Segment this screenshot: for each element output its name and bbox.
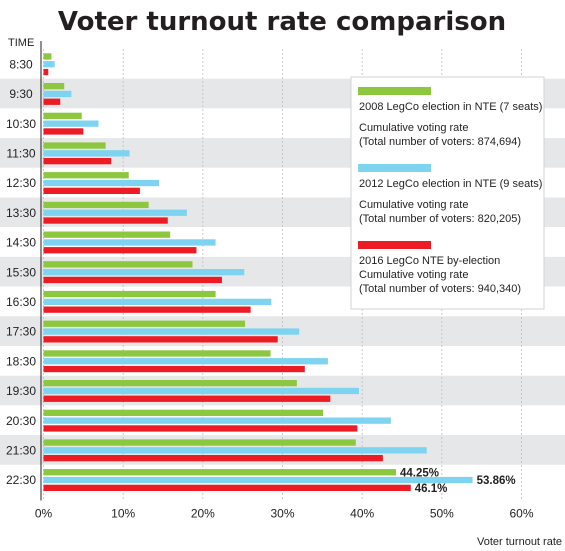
bar (43, 98, 61, 105)
time-label: 11:30 (6, 146, 35, 160)
bar (43, 112, 82, 119)
time-label: 13:30 (6, 206, 36, 220)
data-label: 53.86% (477, 475, 516, 487)
bar (43, 90, 72, 98)
bar (43, 409, 324, 416)
bar (43, 358, 328, 365)
bar (43, 261, 193, 268)
data-labels: 44.25% 53.86% 46.1% (400, 467, 516, 495)
bar (43, 476, 473, 484)
bar (43, 336, 278, 343)
bar (43, 365, 305, 373)
bar (43, 53, 52, 60)
legend-note: (Total number of voters: 874,694) (359, 136, 521, 148)
time-label: 12:30 (6, 176, 36, 190)
bar (43, 469, 397, 476)
bar (43, 158, 112, 165)
bar (43, 387, 359, 395)
bar (43, 417, 391, 424)
bar (43, 61, 55, 68)
legend-swatch (358, 164, 431, 172)
bar (43, 128, 84, 135)
time-label: 21:30 (6, 443, 36, 457)
time-label: 9:30 (9, 87, 33, 101)
y-axis-label: TIME (8, 37, 34, 49)
x-axis-label: Voter turnout rate (477, 536, 562, 548)
x-tick-label: 60% (509, 507, 533, 521)
bar (43, 290, 216, 298)
bar (43, 276, 222, 284)
legend-swatch (358, 87, 431, 95)
time-label: 18:30 (6, 354, 36, 368)
bar (43, 142, 106, 149)
bar (43, 217, 168, 224)
bar (43, 328, 300, 335)
x-tick-labels: 0% 10% 20% 30% 40% 50% 60% (35, 507, 534, 521)
legend-note: Cumulative voting rate (359, 122, 468, 134)
time-labels: 8:30 9:30 10:30 11:30 12:30 13:30 14:30 15:30 16… (6, 57, 36, 487)
legend-note: Cumulative voting rate (359, 269, 468, 281)
bar (43, 201, 149, 209)
bar (43, 231, 171, 238)
bar (43, 187, 140, 194)
legend: 2008 LegCo election in NTE (7 seats) Cumu… (350, 76, 545, 310)
data-label: 44.25% (400, 467, 439, 479)
time-label: 20:30 (6, 414, 36, 428)
legend-note: Cumulative voting rate (359, 199, 468, 211)
legend-series-name: 2012 LegCo election in NTE (9 seats) (359, 178, 542, 190)
bar (43, 439, 356, 446)
chart-title: Voter turnout rate comparison (58, 7, 506, 37)
bar (43, 395, 331, 402)
time-label: 16:30 (6, 295, 36, 309)
legend-series-name: 2008 LegCo election in NTE (7 seats) (359, 101, 542, 113)
time-label: 8:30 (9, 57, 33, 71)
bar (43, 298, 272, 305)
bars (43, 53, 473, 491)
legend-swatch (358, 241, 431, 249)
time-label: 10:30 (6, 117, 36, 131)
bar (43, 68, 49, 76)
bar (43, 209, 187, 216)
bar (43, 83, 65, 90)
bar (43, 120, 99, 127)
bar (43, 350, 271, 357)
time-label: 19:30 (6, 384, 36, 398)
bar (43, 150, 130, 157)
time-label: 17:30 (6, 325, 36, 339)
x-tick-label: 30% (270, 507, 294, 521)
x-tick-label: 50% (430, 507, 454, 521)
bar (43, 172, 129, 179)
time-label: 15:30 (6, 265, 36, 279)
bar (43, 447, 427, 454)
bar (43, 320, 246, 327)
bar (43, 455, 383, 462)
time-label: 14:30 (6, 236, 36, 250)
bar (43, 380, 297, 387)
x-tick-label: 0% (35, 507, 53, 521)
bar (43, 306, 251, 313)
x-tick-label: 20% (191, 507, 215, 521)
bar (43, 484, 411, 491)
bar (43, 269, 245, 276)
x-tick-label: 10% (111, 507, 135, 521)
legend-note: (Total number of voters: 820,205) (359, 213, 521, 225)
data-label: 46.1% (415, 483, 448, 495)
bar (43, 425, 358, 432)
x-tick-label: 40% (350, 507, 374, 521)
bar (43, 247, 197, 254)
legend-note: (Total number of voters: 940,340) (359, 283, 521, 295)
bar (43, 239, 216, 246)
time-label: 22:30 (6, 473, 36, 487)
bar (43, 179, 160, 187)
legend-series-name: 2016 LegCo NTE by-election (359, 255, 500, 267)
legend-box (350, 76, 545, 310)
